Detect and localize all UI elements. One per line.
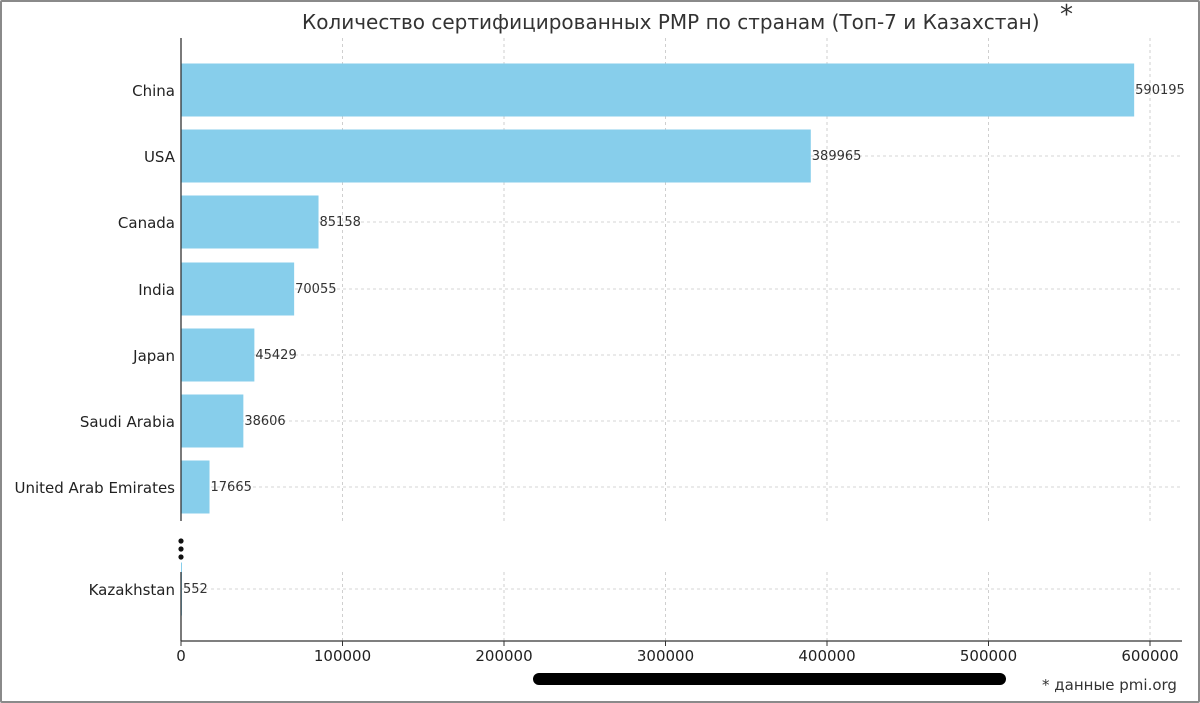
category-label: Saudi Arabia: [80, 413, 175, 431]
value-label: 17665: [211, 480, 252, 495]
axes-layer: [178, 38, 1182, 646]
x-tick-label: 400000: [798, 647, 855, 665]
value-label: 552: [183, 582, 208, 597]
category-label: India: [138, 281, 175, 299]
labels-layer: 590195 China 389965 USA 85158 Canada 70055 Indi…: [14, 82, 1184, 665]
value-label: 45429: [255, 348, 296, 363]
x-tick-label: 300000: [637, 647, 694, 665]
bar-usa: [181, 129, 811, 183]
chart-title: Количество сертифицированных PMP по стра…: [302, 10, 1040, 34]
value-label: 70055: [295, 282, 336, 297]
source-note: * данные pmi.org: [1042, 676, 1177, 694]
x-tick-label: 600000: [1121, 647, 1178, 665]
gap-marker-dot: [178, 538, 184, 544]
category-label: Japan: [132, 347, 175, 365]
gap-marker-dot: [178, 546, 184, 552]
value-label: 590195: [1135, 83, 1185, 98]
category-label: China: [132, 82, 175, 100]
horizontal-scrollbar[interactable]: [533, 673, 1006, 685]
bar-united-arab-emirates: [181, 460, 210, 514]
value-label: 38606: [244, 414, 285, 429]
bar-china: [181, 63, 1135, 117]
x-tick-label: 200000: [475, 647, 532, 665]
chart-title-area: Количество сертифицированных PMP по стра…: [0, 0, 1200, 40]
bar-japan: [181, 328, 255, 382]
grid-layer: [181, 38, 1180, 641]
category-label: Canada: [118, 214, 175, 232]
bar-canada: [181, 195, 319, 249]
bar-saudi-arabia: [181, 394, 244, 448]
chart-title-mark: *: [1060, 0, 1073, 30]
bar-india: [181, 262, 295, 316]
bars-layer: [181, 63, 1135, 616]
category-label: Kazakhstan: [89, 581, 175, 599]
category-label: United Arab Emirates: [14, 479, 175, 497]
value-label: 85158: [320, 215, 361, 230]
x-tick-label: 500000: [960, 647, 1017, 665]
gap-marker-dot: [178, 554, 184, 560]
x-tick-label: 100000: [314, 647, 371, 665]
value-label: 389965: [812, 149, 862, 164]
category-label: USA: [144, 148, 176, 166]
x-tick-label: 0: [176, 647, 186, 665]
